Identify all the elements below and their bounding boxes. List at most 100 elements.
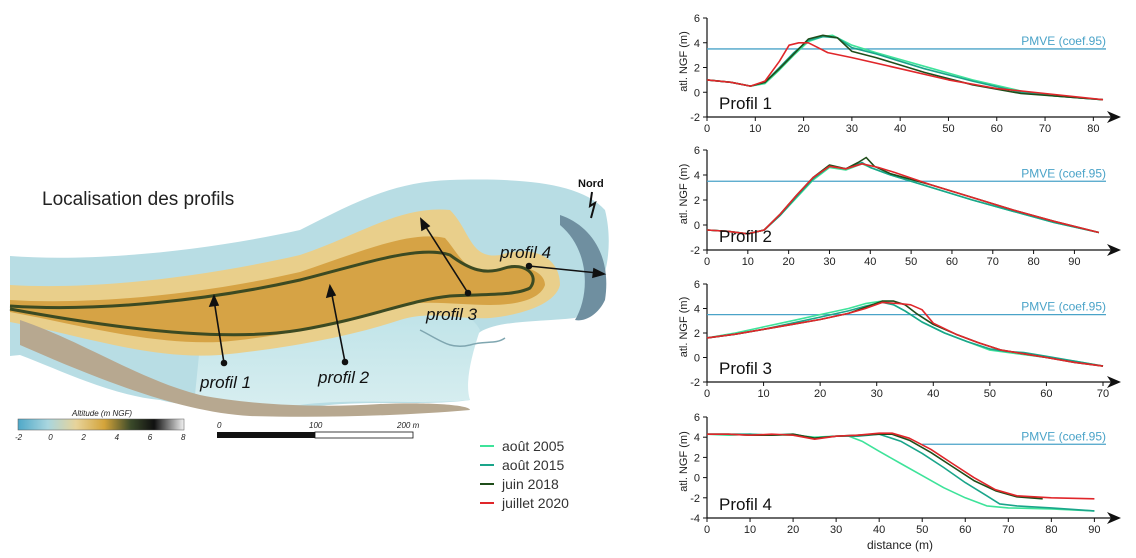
y-tick-label: 6 [694, 13, 700, 25]
map-dune-crest [10, 236, 545, 343]
profile-title: Profil 2 [719, 227, 772, 246]
y-tick-label: 2 [694, 328, 700, 340]
legend-swatch [480, 482, 494, 485]
legend-item: août 2015 [480, 455, 569, 474]
colorbar [17, 418, 185, 431]
x-tick-label: 40 [927, 388, 939, 400]
north-arrow-icon [588, 191, 597, 219]
profile-2-line [330, 289, 346, 363]
colorbar-tick: 6 [148, 433, 153, 442]
x-tick-label: 50 [942, 123, 954, 135]
x-tick-label: 10 [757, 388, 769, 400]
y-tick-label: 4 [694, 304, 700, 316]
pmve-label: PMVE (coef.95) [1021, 166, 1106, 180]
x-tick-label: 0 [704, 524, 710, 536]
x-tick-label: 80 [1027, 256, 1039, 268]
profile-3-label: profil 3 [425, 305, 478, 324]
scalebar-tick-100: 100 [309, 421, 323, 430]
profile-3-arrowhead [420, 217, 431, 232]
profile-3-start [464, 289, 472, 297]
profile-title: Profil 1 [719, 94, 772, 113]
x-axis-arrow-icon [1107, 376, 1121, 388]
x-tick-label: 70 [987, 256, 999, 268]
map-lagoon [195, 310, 480, 406]
x-tick-label: 0 [704, 388, 710, 400]
pmve-label: PMVE (coef.95) [1021, 300, 1106, 314]
x-axis-arrow-icon [1107, 111, 1121, 123]
profile-arrows [208, 217, 607, 367]
y-tick-label: 0 [694, 473, 700, 485]
y-tick-label: 4 [694, 170, 700, 182]
x-tick-label: 80 [1045, 524, 1057, 536]
profile-title: Profil 3 [719, 359, 772, 378]
profile-4-arrowhead [592, 267, 607, 279]
profile-2-label: profil 2 [317, 368, 370, 387]
x-tick-label: 60 [946, 256, 958, 268]
colorbar-tick: 8 [181, 433, 186, 442]
scalebar: 0 100 200 m [217, 421, 420, 439]
profile-1-line [213, 299, 225, 364]
series-line-juillet-2020 [707, 432, 1095, 500]
x-tick-label: 10 [749, 123, 761, 135]
scalebar-tick-200: 200 m [396, 421, 420, 430]
profile-1-arrowhead [208, 293, 220, 307]
pmve-label: PMVE (coef.95) [1021, 34, 1106, 48]
x-tick-label: 50 [905, 256, 917, 268]
legend-label: juillet 2020 [502, 494, 569, 511]
profile-4-start [525, 262, 533, 270]
x-tick-label: 40 [873, 524, 885, 536]
x-tick-label: 10 [744, 524, 756, 536]
x-tick-label: 60 [991, 123, 1003, 135]
map-crest-line [9, 250, 535, 337]
y-tick-label: 2 [694, 452, 700, 464]
colorbar-title: Altitude (m NGF) [71, 409, 132, 418]
x-tick-label: 40 [864, 256, 876, 268]
x-tick-label: 40 [894, 123, 906, 135]
series-line-juillet-2020 [706, 42, 1104, 101]
y-tick-label: -2 [690, 245, 700, 257]
colorbar-tick: -2 [15, 433, 23, 442]
legend-label: août 2005 [502, 437, 565, 454]
profile-1-label: profil 1 [199, 373, 251, 392]
legend-label: juin 2018 [502, 475, 559, 492]
series-line-août-2015 [706, 301, 1104, 367]
colorbar-tick: 4 [115, 433, 120, 442]
y-axis-label: atl. NGF (m) [678, 297, 690, 358]
pmve-label: PMVE (coef.95) [1021, 429, 1106, 443]
legend-swatch [480, 501, 494, 504]
legend-label: août 2015 [502, 456, 565, 473]
x-axis-arrow-icon [1107, 512, 1121, 524]
x-tick-label: 60 [1040, 388, 1052, 400]
y-tick-label: 4 [694, 38, 700, 50]
x-tick-label: 30 [830, 524, 842, 536]
map-channel [419, 329, 506, 347]
x-tick-label: 20 [783, 256, 795, 268]
legend-item: août 2005 [480, 436, 569, 455]
series-line-juillet-2020 [706, 301, 1104, 367]
legend-swatch [480, 444, 494, 447]
x-tick-label: 70 [1097, 388, 1109, 400]
y-tick-label: 4 [694, 432, 700, 444]
legend-item: juin 2018 [480, 474, 569, 493]
y-tick-label: 0 [694, 353, 700, 365]
profile-2-start [341, 358, 349, 366]
profile-1-start [220, 359, 228, 367]
y-axis-label: atl. NGF (m) [678, 164, 690, 225]
profile-3-line [423, 223, 469, 294]
y-tick-label: 6 [694, 145, 700, 157]
x-tick-label: 0 [704, 123, 710, 135]
profile-title: Profil 4 [719, 495, 772, 514]
x-tick-label: 50 [984, 388, 996, 400]
x-tick-label: 30 [823, 256, 835, 268]
x-axis-arrow-icon [1107, 244, 1121, 256]
profile-4-label: profil 4 [499, 243, 551, 262]
x-tick-label: 0 [704, 256, 710, 268]
x-tick-label: 70 [1002, 524, 1014, 536]
y-tick-label: 6 [694, 279, 700, 291]
x-tick-label: 70 [1039, 123, 1051, 135]
north-label: Nord [578, 178, 604, 190]
